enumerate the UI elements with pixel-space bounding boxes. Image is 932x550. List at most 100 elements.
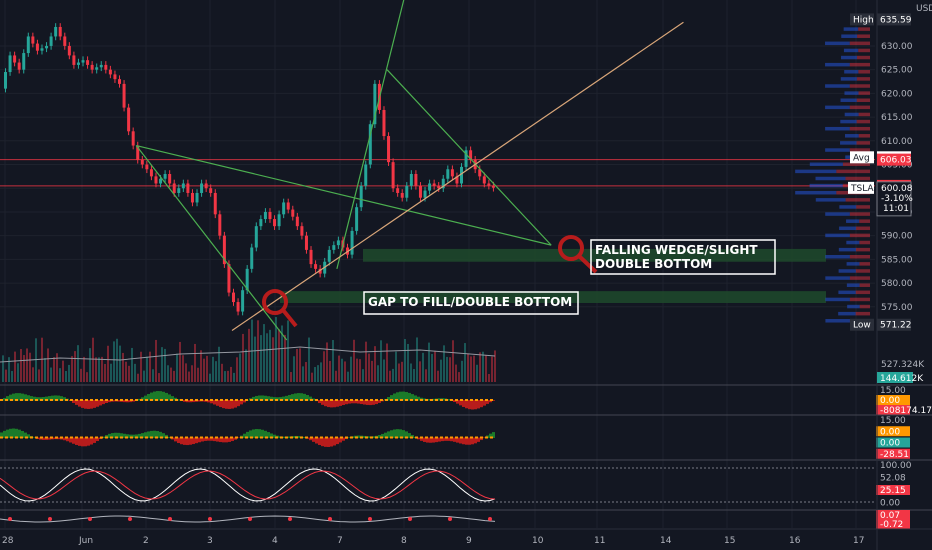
oscillator-bar — [225, 400, 228, 409]
candle-body — [304, 235, 308, 250]
oscillator-bar — [393, 429, 396, 438]
macd-line — [0, 515, 496, 523]
x-tick-label: 14 — [660, 536, 672, 546]
oscillator-bar — [15, 428, 18, 438]
oscillator-bar — [327, 437, 330, 447]
profile-bar-up — [838, 311, 856, 316]
volume-bar — [383, 359, 385, 382]
candle-body — [300, 226, 304, 236]
profile-bar-up — [846, 262, 860, 266]
candle-body — [364, 164, 368, 186]
volume-bar — [182, 355, 184, 382]
volume-bar — [263, 324, 265, 382]
volume-bar — [425, 369, 427, 382]
oscillator-bar — [87, 437, 90, 446]
macd-dot — [168, 517, 172, 521]
candle-body — [423, 190, 427, 198]
oscillator-bar — [168, 394, 171, 401]
oscillator-bar — [297, 435, 300, 438]
oscillator-bar — [192, 400, 195, 403]
candle-body — [76, 62, 80, 65]
oscillator-bar — [48, 396, 51, 401]
oscillator-bar — [384, 432, 387, 438]
candle-body — [35, 43, 39, 51]
oscillator-bar — [18, 429, 21, 438]
candle-body — [86, 60, 90, 65]
volume-bar — [194, 343, 196, 382]
oscillator-bar — [138, 398, 141, 401]
candle-body — [218, 214, 222, 236]
oscillator-bar — [264, 395, 267, 401]
volume-bar — [269, 329, 271, 382]
candle-body — [67, 45, 71, 56]
volume-bar — [482, 351, 484, 382]
profile-bar-down — [859, 240, 870, 245]
oscillator-bar — [189, 437, 192, 445]
oscillator-bar — [312, 437, 315, 442]
oscillator-bar — [342, 437, 345, 441]
oscillator-bar — [456, 437, 459, 443]
candle-body — [450, 169, 454, 177]
oscillator-bar — [126, 400, 129, 403]
volume-bar — [2, 355, 4, 382]
volume-bar — [326, 342, 328, 382]
oscillator-bar — [492, 400, 495, 401]
candle-body — [31, 36, 35, 44]
oscillator-bar — [102, 436, 105, 438]
oscillator-bar — [189, 400, 192, 403]
profile-bar-up — [841, 34, 858, 38]
volume-tag-bg — [877, 372, 913, 383]
oscillator-bar — [387, 396, 390, 401]
volume-bar — [320, 362, 322, 382]
volume-bar — [392, 368, 394, 382]
oscillator-bar — [477, 437, 480, 442]
time-axis[interactable]: 28 Jun 2 3 4 7 8 9 10 11 14 15 16 17 — [0, 528, 932, 546]
oscillator-bar — [336, 400, 339, 407]
symbol-tag-bg — [848, 181, 874, 194]
oscillator-bar — [192, 437, 195, 445]
candle-body — [250, 247, 254, 269]
volume-bar — [329, 360, 331, 382]
oscillator-bar — [339, 437, 342, 443]
oscillator-bar — [174, 437, 177, 442]
price-tag-value: 606.03 — [880, 156, 912, 166]
profile-bar-up — [841, 55, 857, 60]
candle-body — [108, 69, 112, 75]
oscillator-bar — [363, 400, 366, 405]
oscillator-bar — [273, 397, 276, 401]
candle-body — [163, 174, 167, 179]
oscillator-bar — [279, 397, 282, 401]
x-tick-label: 8 — [401, 536, 407, 546]
oscillator-bar — [237, 400, 240, 407]
oscillator-bar — [27, 395, 30, 401]
annotation-box — [590, 239, 776, 275]
volume-bar — [245, 349, 247, 382]
profile-bar-down — [858, 112, 870, 117]
volume-bar — [395, 351, 397, 382]
volume-bar — [113, 341, 115, 382]
volume-bar — [260, 335, 262, 382]
oscillator-bar — [12, 393, 15, 401]
oscillator-bar — [270, 433, 273, 438]
oscillator-bar — [447, 437, 450, 441]
profile-bar-down — [858, 134, 870, 138]
oscillator-bar — [57, 437, 60, 440]
profile-bar-down — [856, 226, 870, 231]
volume-bar — [371, 360, 373, 382]
profile-bar-down — [845, 198, 870, 202]
trendline — [135, 145, 288, 341]
volume-bar — [179, 341, 181, 382]
trendline — [386, 69, 552, 246]
trendlines[interactable] — [135, 0, 684, 341]
price-tag-label-bg — [850, 13, 874, 26]
volume-bar — [248, 328, 250, 382]
indicator-value: 0.00 — [880, 396, 900, 406]
x-tick-label: 17 — [853, 536, 864, 546]
volume-bar — [305, 362, 307, 382]
oscillator-bar — [81, 400, 84, 408]
volume-bar — [29, 352, 31, 382]
oscillator-bar — [372, 400, 375, 405]
volume-bar — [209, 373, 211, 382]
oscillator-bar — [198, 437, 201, 443]
